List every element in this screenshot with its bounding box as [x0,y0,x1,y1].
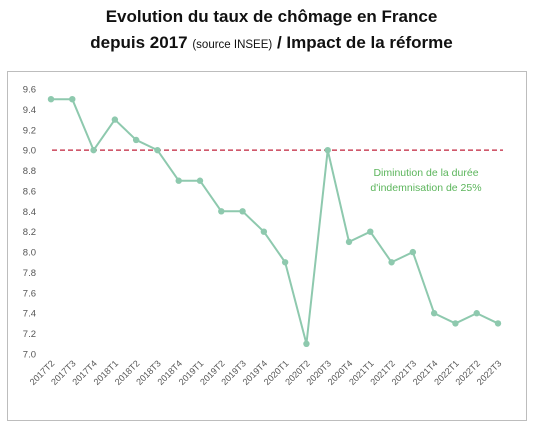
y-tick-label: 7.2 [23,329,36,340]
title-line-2-main: depuis 2017 [90,33,188,52]
data-point [281,259,289,266]
chart-frame: 7.0 7.2 7.4 7.6 7.8 8.0 8.2 8.4 8.6 8.8 9.0 9.2 9.4 9… [7,71,527,421]
data-point [218,208,225,215]
data-point [345,238,353,246]
data-point [324,146,331,154]
data-point [430,310,438,317]
title-line-1: Evolution du taux de chômage en France [105,7,438,26]
y-tick-label: 8.8 [23,166,36,177]
annotation-line-2: d'indemnisation de 25% [370,182,481,194]
y-tick-label: 7.8 [23,268,36,279]
data-point [452,320,459,327]
y-tick-label: 9.0 [23,146,36,157]
data-point [260,228,268,235]
y-tick-label: 8.2 [23,227,36,238]
y-tick-label: 8.0 [23,248,36,259]
title-line-2: depuis 2017 (source INSEE) / Impact de l… [0,30,543,58]
data-point [111,116,119,123]
title-source: (source INSEE) [192,39,273,51]
data-point [90,146,97,154]
y-tick-label: 9.2 [23,125,36,136]
data-point [196,177,204,184]
title-line-2-rest: / Impact de la réforme [276,33,453,52]
data-point [409,248,417,256]
data-point [47,95,55,103]
y-tick-label: 7.4 [23,309,36,320]
data-point [388,259,395,266]
y-tick-label: 7.0 [23,350,36,361]
y-tick-label: 9.4 [23,105,36,116]
y-tick-label: 9.6 [23,85,36,96]
data-point [494,320,502,327]
data-point [175,177,182,184]
data-point [154,146,161,154]
line-chart: 7.0 7.2 7.4 7.6 7.8 8.0 8.2 8.4 8.6 8.8 9.0 9.2 9.4 9… [23,85,504,388]
data-point [132,136,140,144]
data-point [303,340,310,348]
data-point [239,208,246,215]
y-tick-label: 7.6 [23,288,36,299]
y-tick-label: 8.6 [23,186,36,197]
series-line [51,98,499,345]
annotation-line-1: Diminution de la durée [373,167,478,179]
chart-title: Evolution du taux de chômage en France d… [0,4,543,58]
data-point [69,95,76,103]
data-point [367,228,374,235]
data-point [473,310,480,317]
y-tick-label: 8.4 [23,207,36,218]
